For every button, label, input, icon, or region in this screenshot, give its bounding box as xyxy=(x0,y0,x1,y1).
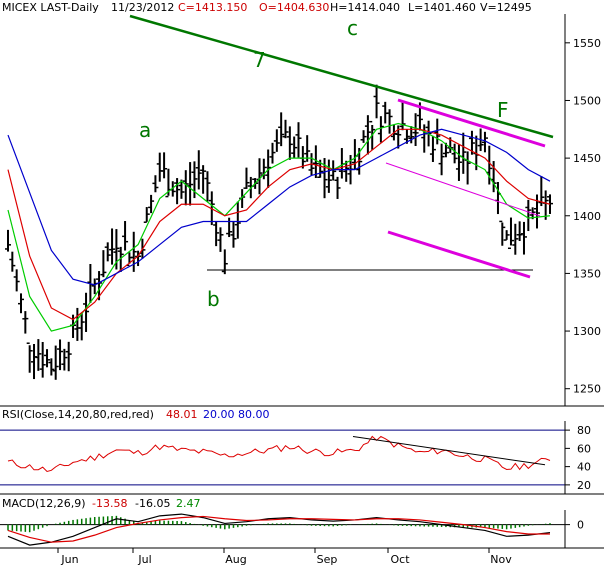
rsi-tick-label: 60 xyxy=(577,442,591,455)
wave-a-label: a xyxy=(139,118,151,142)
ma-fast-line xyxy=(7,122,551,332)
macd-header-label: MACD(12,26,9) xyxy=(2,497,86,510)
x-axis: Jun Jul Aug Sep Oct Nov xyxy=(57,548,512,566)
macd-header-signal: -16.05 xyxy=(135,497,170,510)
price-tick-label: 1400 xyxy=(573,210,601,223)
macd-tick-label: 0 xyxy=(577,519,584,532)
price-tick-label: 1450 xyxy=(573,152,601,165)
price-header-close: C=1413.150 xyxy=(178,1,247,14)
x-tick-label: Jul xyxy=(137,553,151,566)
channel-upper xyxy=(397,98,546,148)
wave-c-label: c xyxy=(347,16,358,40)
price-panel: 1250 1300 1350 1400 1450 1500 1550 xyxy=(5,14,601,396)
trendline-7-label: 7 xyxy=(253,48,266,72)
ma-slow-line xyxy=(7,128,551,286)
price-header-high: H=1414.040 xyxy=(330,1,400,14)
rsi-line xyxy=(7,435,551,473)
price-tick-label: 1550 xyxy=(573,37,601,50)
price-tick-label: 1300 xyxy=(573,325,601,338)
rsi-header-label: RSI(Close,14,20,80,red,red) xyxy=(2,408,154,421)
macd-line xyxy=(7,513,551,546)
macd-panel: 0 xyxy=(0,513,584,546)
price-header-symbol: MICEX LAST-Daily xyxy=(2,1,99,14)
price-header-volume: V=12495 xyxy=(480,1,532,14)
rsi-panel: 20 40 60 80 xyxy=(0,424,591,492)
rsi-tick-label: 40 xyxy=(577,461,591,474)
macd-header-macd: -13.58 xyxy=(92,497,127,510)
macd-signal-line xyxy=(7,515,551,543)
rsi-header-high: 80.00 xyxy=(238,408,270,421)
flag-f-label: F xyxy=(497,98,509,122)
rsi-trendline xyxy=(352,436,546,466)
macd-header-hist: 2.47 xyxy=(176,497,201,510)
trendline-7 xyxy=(129,14,554,139)
price-header-date: 11/23/2012 xyxy=(111,1,174,14)
price-tick-label: 1250 xyxy=(573,383,601,396)
price-header-low: L=1401.460 xyxy=(408,1,476,14)
x-tick-label: Aug xyxy=(225,553,246,566)
price-tick-label: 1350 xyxy=(573,267,601,280)
x-tick-label: Jun xyxy=(60,553,78,566)
price-header-open: O=1404.630 xyxy=(259,1,329,14)
wave-b-label: b xyxy=(207,287,220,311)
channel-mid xyxy=(385,162,541,217)
rsi-header-low: 20.00 xyxy=(203,408,235,421)
rsi-header-value: 48.01 xyxy=(166,408,198,421)
x-tick-label: Oct xyxy=(390,553,410,566)
rsi-tick-label: 20 xyxy=(577,479,591,492)
channel-lower xyxy=(387,230,531,279)
rsi-tick-label: 80 xyxy=(577,424,591,437)
x-tick-label: Nov xyxy=(490,553,512,566)
ma-mid-line xyxy=(7,128,551,321)
x-tick-label: Sep xyxy=(317,553,338,566)
price-tick-label: 1500 xyxy=(573,94,601,107)
